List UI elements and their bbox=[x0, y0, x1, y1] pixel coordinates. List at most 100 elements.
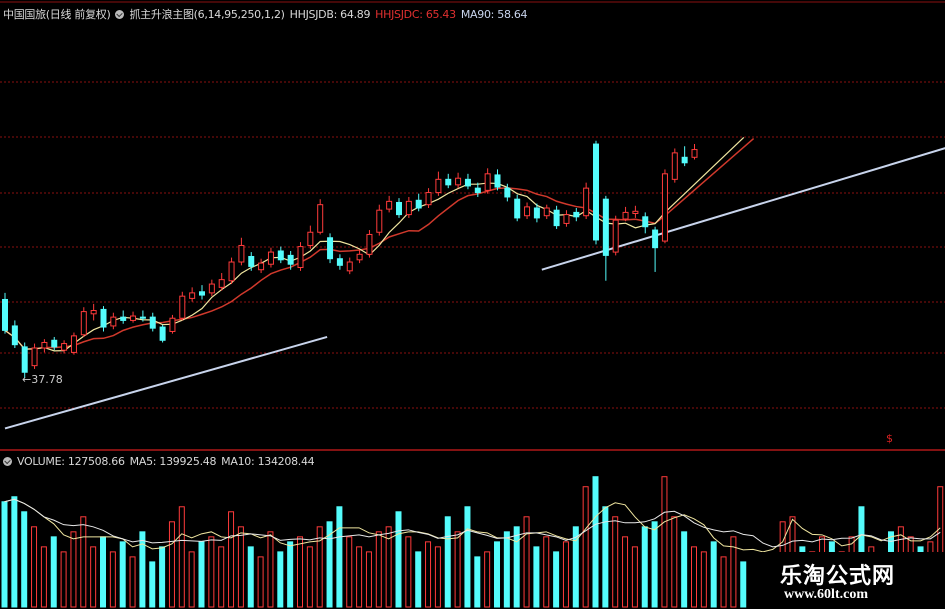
volume-bar bbox=[119, 541, 126, 608]
candle-body bbox=[100, 308, 107, 328]
ma-long-line bbox=[4, 137, 755, 350]
volume-bar bbox=[405, 536, 412, 608]
volume-ma5-line bbox=[4, 498, 941, 553]
candle-body bbox=[652, 229, 659, 249]
volume-bar bbox=[513, 526, 520, 608]
candle-body bbox=[41, 341, 48, 349]
candle-body bbox=[405, 200, 412, 216]
candle-body bbox=[415, 199, 422, 209]
volume-bar bbox=[31, 526, 38, 608]
candle-body bbox=[504, 187, 511, 198]
ma90-line bbox=[541, 147, 945, 271]
volume-bar bbox=[395, 511, 402, 608]
candle-body bbox=[228, 261, 235, 282]
candle-body bbox=[149, 316, 156, 329]
candle-body bbox=[691, 149, 698, 158]
candle-body bbox=[533, 207, 540, 219]
candle-body bbox=[258, 262, 265, 271]
volume-bar bbox=[21, 511, 28, 608]
candle-body bbox=[455, 177, 462, 186]
volume-menu-icon[interactable] bbox=[3, 457, 12, 466]
volume-bar bbox=[553, 551, 560, 608]
candle-body bbox=[199, 291, 205, 296]
candle-body bbox=[474, 187, 481, 194]
volume-bar bbox=[188, 551, 195, 608]
candle-body bbox=[169, 317, 176, 332]
candle-body bbox=[445, 178, 452, 186]
candle-body bbox=[238, 244, 245, 263]
watermark-url: www.60lt.com bbox=[784, 587, 868, 602]
candle-body bbox=[563, 214, 570, 224]
candle-body bbox=[346, 261, 353, 272]
watermark-title: 乐淘公式网 bbox=[780, 563, 896, 589]
volume-bar bbox=[631, 546, 638, 608]
volume-bar bbox=[484, 551, 491, 608]
volume-bar bbox=[70, 531, 77, 608]
candle-body bbox=[543, 207, 550, 217]
candle-body bbox=[602, 198, 609, 256]
candle-body bbox=[484, 173, 491, 191]
candle-body bbox=[307, 231, 314, 246]
candle-body bbox=[139, 316, 146, 319]
candle-body bbox=[31, 347, 38, 367]
volume-bar bbox=[562, 541, 569, 608]
candle-body bbox=[277, 250, 284, 261]
ma-short-line bbox=[4, 137, 745, 352]
candle-body bbox=[494, 174, 501, 188]
candle-body bbox=[327, 237, 334, 260]
volume-bar bbox=[208, 536, 215, 608]
candle-body bbox=[573, 211, 580, 218]
candle-body bbox=[90, 310, 97, 315]
price-panel-header: 中国国旅(日线 前复权) 抓主升浪主图(6,14,95,250,1,2) HHJSJ… bbox=[3, 6, 532, 22]
volume-bar bbox=[149, 561, 156, 608]
volume-bar bbox=[710, 541, 717, 608]
candle-body bbox=[514, 198, 521, 219]
candle-body bbox=[661, 173, 668, 242]
candle-body bbox=[130, 315, 137, 321]
volume-bar bbox=[730, 536, 737, 608]
candle-body bbox=[612, 219, 619, 253]
ma90-value: MA90: 58.64 bbox=[460, 8, 528, 21]
volume-bar bbox=[641, 526, 648, 608]
volume-bar bbox=[346, 536, 353, 608]
volume-bar bbox=[218, 546, 225, 608]
volume-bar bbox=[602, 506, 609, 608]
volume-bar bbox=[297, 536, 303, 608]
indicator-menu-icon[interactable] bbox=[115, 10, 125, 19]
candle-body bbox=[593, 143, 599, 241]
volume-bar bbox=[168, 521, 175, 608]
volume-bar bbox=[237, 526, 244, 608]
candle-body bbox=[80, 311, 87, 336]
candle-body bbox=[336, 258, 343, 266]
volume-bar bbox=[267, 531, 274, 608]
candle-body bbox=[524, 206, 531, 217]
candle-body bbox=[179, 295, 186, 319]
volume-bar bbox=[681, 531, 688, 608]
volume-bar bbox=[90, 546, 97, 608]
volume-bar bbox=[287, 541, 294, 608]
indicator-name[interactable]: 抓主升浪主图(6,14,95,250,1,2) bbox=[129, 8, 285, 21]
volume-bar bbox=[109, 551, 116, 608]
volume-bar bbox=[464, 506, 471, 608]
volume-bar bbox=[523, 516, 530, 608]
candle-body bbox=[61, 343, 68, 351]
stock-name: 中国国旅(日线 前复权) bbox=[3, 8, 111, 21]
volume-bar bbox=[612, 516, 619, 608]
candle-body bbox=[120, 316, 127, 321]
volume-bar bbox=[622, 536, 629, 608]
volume-bar bbox=[415, 551, 422, 608]
candle-body bbox=[2, 298, 8, 331]
volume-bar bbox=[720, 556, 727, 608]
volume-bar bbox=[691, 546, 697, 608]
candle-body bbox=[681, 156, 688, 164]
volume-bar bbox=[700, 551, 707, 608]
volume-bar bbox=[572, 526, 579, 608]
volume-ma5-value: MA5: 139925.48 bbox=[129, 455, 217, 468]
candle-body bbox=[671, 152, 678, 180]
volume-bar bbox=[139, 531, 146, 608]
volume-bar bbox=[11, 496, 18, 608]
candle-body bbox=[218, 279, 225, 288]
volume-bar bbox=[40, 546, 47, 608]
